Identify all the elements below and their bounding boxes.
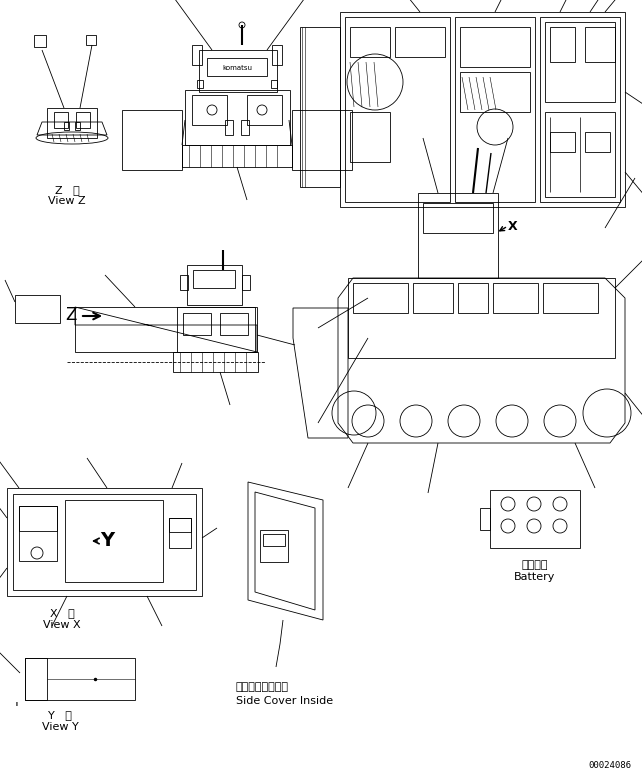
Bar [193,270,235,288]
Bar [585,27,615,62]
Bar [122,110,182,170]
Bar [225,120,233,135]
Bar [350,27,390,57]
Bar [169,518,191,548]
Bar [192,45,202,65]
Bar [480,508,490,530]
Text: Side Cover Inside: Side Cover Inside [236,696,333,706]
Bar [348,278,615,358]
Bar [25,658,47,700]
Bar [490,490,580,548]
Text: View Y: View Y [42,722,78,732]
Bar [75,307,257,352]
Bar [493,283,538,313]
Bar [247,95,282,125]
Bar [292,110,352,170]
Bar [260,530,288,562]
Bar [413,283,453,313]
Text: Y   視: Y 視 [48,710,72,720]
Bar [460,27,530,67]
Text: Z: Z [65,306,76,324]
Text: Y: Y [100,531,114,551]
Bar [185,90,290,145]
Text: X   視: X 視 [49,608,74,618]
Bar [47,108,97,138]
Bar [423,203,493,233]
Bar [271,80,277,88]
Bar [543,283,598,313]
Bar [169,518,191,532]
Bar [192,95,227,125]
Text: 00024086: 00024086 [588,761,631,770]
Bar [585,132,610,152]
Bar [182,145,292,167]
Text: サイドカバー内側: サイドカバー内側 [236,682,289,692]
Bar [340,12,625,207]
Bar [7,488,202,596]
Text: X: X [508,219,518,233]
Text: View Z: View Z [48,196,86,206]
Bar [75,122,80,130]
Bar [65,500,163,582]
Bar [64,122,69,130]
Bar [550,132,575,152]
Bar [173,352,258,372]
Bar [241,120,249,135]
Bar [180,275,188,290]
Bar [350,112,390,162]
Bar [19,506,57,531]
Bar [13,494,196,590]
Text: komatsu: komatsu [222,65,252,71]
Bar [455,17,535,202]
Bar [197,80,203,88]
Text: バッテリ: バッテリ [522,560,548,570]
Bar [545,112,615,197]
Bar [86,35,96,45]
Bar [550,27,575,62]
Bar [395,27,445,57]
Bar [263,534,285,546]
Bar [34,35,46,47]
Text: Battery: Battery [514,572,556,582]
Bar [353,283,408,313]
Bar [187,265,242,305]
Bar [540,17,620,202]
Bar [458,283,488,313]
Bar [199,50,277,92]
Text: Z   視: Z 視 [55,185,80,195]
Text: View X: View X [43,620,81,630]
Bar [15,295,60,323]
Bar [25,658,135,700]
Bar [545,22,615,102]
Bar [207,58,267,76]
Bar [460,72,530,112]
Bar [242,275,250,290]
Bar [177,307,255,352]
Bar [220,313,248,335]
Bar [345,17,450,202]
Bar [76,112,90,128]
Bar [54,112,68,128]
Bar [19,506,57,561]
Bar [272,45,282,65]
Bar [418,193,498,278]
Text: ': ' [15,701,19,715]
Bar [183,313,211,335]
